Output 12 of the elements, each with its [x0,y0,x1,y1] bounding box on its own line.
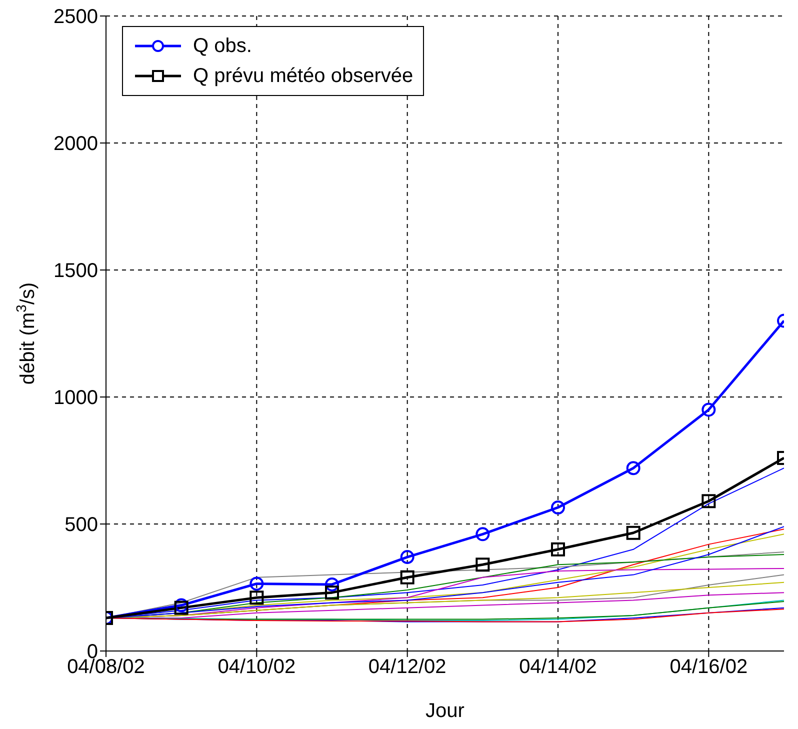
y-tick-label: 2500 [54,6,98,28]
x-axis-title: Jour [426,700,465,722]
x-tick-label: 04/12/02 [368,656,446,678]
legend-label: Q obs. [193,34,252,58]
y-tick-label: 1000 [54,387,98,410]
y-tick-label: 2000 [54,133,98,156]
x-tick-label: 04/16/02 [670,656,748,678]
x-tick-label: 04/14/02 [519,656,597,678]
legend-label: Q prévu météo observée [193,64,414,88]
y-tick-label: 1500 [54,260,98,282]
x-tick-label: 04/10/02 [218,656,296,678]
y-tick-label: 500 [64,514,98,536]
